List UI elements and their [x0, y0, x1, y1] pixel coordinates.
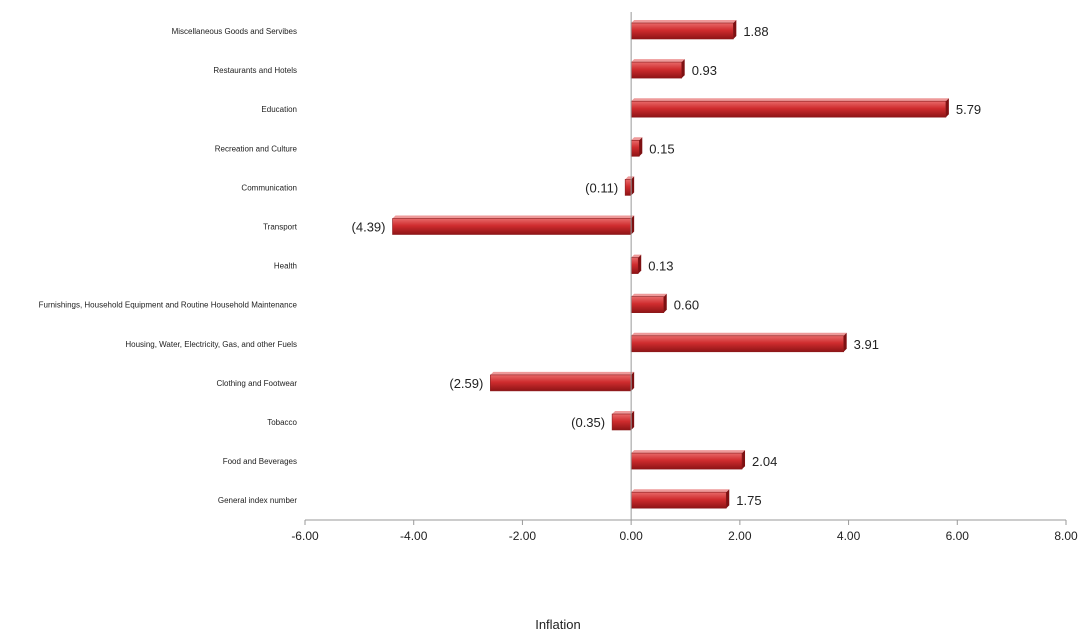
category-label: Education — [261, 105, 297, 114]
bar-front-face — [630, 257, 639, 274]
bar-top-face — [631, 254, 642, 258]
bar-front-face — [490, 374, 632, 392]
category-label: Transport — [263, 223, 298, 232]
category-label: Clothing and Footwear — [217, 379, 298, 388]
bar — [630, 98, 949, 118]
category-label: Restaurants and Hotels — [213, 66, 297, 75]
bar-side-face — [631, 176, 635, 196]
data-label: (2.59) — [449, 376, 483, 391]
bar-side-face — [638, 254, 642, 274]
x-tick-label: 4.00 — [837, 529, 861, 543]
x-tick-label: -6.00 — [291, 529, 319, 543]
x-tick-label: -4.00 — [400, 529, 428, 543]
x-axis-title: Inflation — [535, 617, 581, 632]
data-label: (0.35) — [571, 415, 605, 430]
bar-top-face — [625, 176, 635, 180]
bar-top-face — [631, 489, 730, 493]
bar-side-face — [663, 293, 667, 313]
data-label: 0.15 — [649, 141, 674, 156]
bar — [630, 20, 737, 40]
bar-side-face — [843, 332, 847, 352]
bar — [624, 176, 635, 196]
bar — [630, 293, 667, 314]
bar-front-face — [630, 296, 665, 314]
bar-front-face — [624, 179, 632, 196]
data-label: 0.93 — [692, 63, 717, 78]
x-tick-label: 0.00 — [619, 529, 643, 543]
bar-side-face — [726, 489, 730, 509]
x-tick-label: 6.00 — [946, 529, 970, 543]
bar-side-face — [631, 215, 635, 235]
bar-front-face — [630, 140, 640, 157]
category-label: Tobacco — [267, 418, 297, 427]
x-tick-label: 8.00 — [1054, 529, 1078, 543]
bar — [490, 371, 635, 392]
data-label: 3.91 — [854, 337, 879, 352]
data-label: 5.79 — [956, 102, 981, 117]
bar-top-face — [631, 59, 685, 63]
bar-side-face — [631, 411, 635, 430]
bar — [630, 450, 746, 470]
data-label: 0.13 — [648, 259, 673, 274]
bar — [630, 59, 685, 79]
bar — [392, 215, 635, 235]
data-label: 0.60 — [674, 298, 699, 313]
bar-side-face — [639, 137, 643, 157]
bar-front-face — [630, 61, 682, 79]
category-label: Communication — [241, 183, 297, 192]
bar — [630, 137, 643, 157]
bar-front-face — [630, 22, 734, 40]
bar-side-face — [681, 59, 685, 79]
bar-top-face — [612, 411, 635, 414]
category-label: General index number — [218, 496, 297, 505]
bar-front-face — [630, 100, 947, 118]
bar-side-face — [945, 98, 949, 118]
labels-layer: Miscellaneous Goods and Servibes 1.88 Rest… — [39, 24, 982, 508]
bar-side-face — [631, 371, 635, 391]
bar-top-face — [631, 137, 643, 141]
bar-top-face — [490, 371, 635, 375]
bar-top-face — [631, 20, 737, 23]
bar-side-face — [742, 450, 746, 470]
x-tick-label: -2.00 — [509, 529, 537, 543]
category-label: Health — [274, 262, 297, 271]
bar-top-face — [631, 293, 667, 297]
data-label: 2.04 — [752, 454, 777, 469]
bar-front-face — [630, 491, 727, 509]
data-label: 1.88 — [743, 24, 768, 39]
bar-top-face — [392, 215, 635, 219]
bar — [630, 332, 847, 353]
category-label: Food and Beverages — [223, 457, 297, 466]
bar — [630, 254, 642, 274]
category-label: Miscellaneous Goods and Servibes — [172, 27, 297, 36]
category-label: Furnishings, Household Equipment and Rou… — [39, 301, 298, 310]
bar-front-face — [392, 218, 632, 235]
bar-front-face — [630, 452, 743, 470]
bar-front-face — [611, 413, 632, 431]
bar-top-face — [631, 98, 949, 102]
data-label: 1.75 — [736, 493, 761, 508]
bar — [630, 489, 730, 509]
data-label: (4.39) — [352, 220, 386, 235]
data-label: (0.11) — [585, 180, 618, 195]
category-label: Housing, Water, Electricity, Gas, and ot… — [125, 340, 297, 349]
bar-front-face — [630, 335, 844, 353]
bar-top-face — [631, 450, 746, 454]
bar-top-face — [631, 332, 847, 336]
bars-layer — [392, 20, 949, 509]
bar-side-face — [733, 20, 737, 39]
category-label: Recreation and Culture — [215, 144, 298, 153]
x-tick-label: 2.00 — [728, 529, 752, 543]
x-axis: -6.00 -4.00 -2.00 0.00 2.00 4.00 6.00 8.00 — [291, 12, 1078, 543]
